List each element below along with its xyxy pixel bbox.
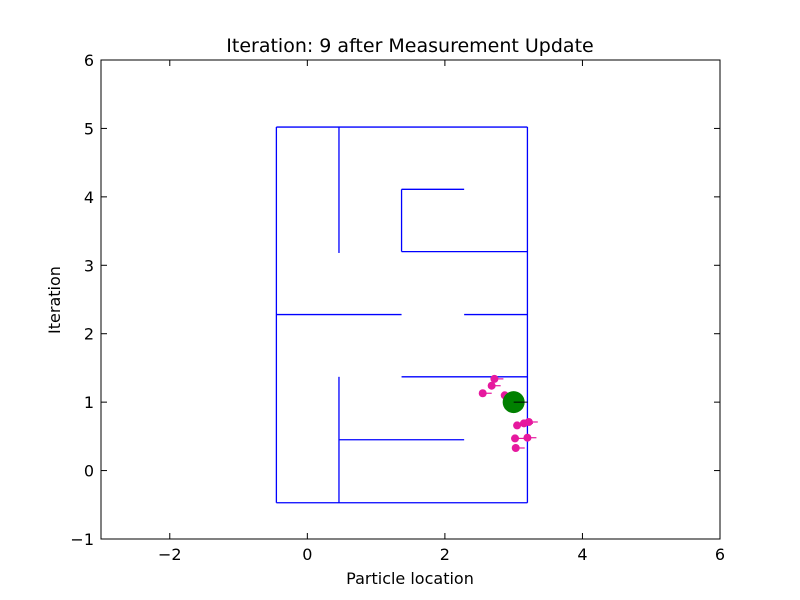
x-tick-label: 2 <box>440 545 450 564</box>
maze-walls <box>275 126 529 504</box>
y-tick-label: −1 <box>70 530 94 549</box>
particle-point <box>487 381 496 390</box>
y-tick-label: 2 <box>84 325 94 344</box>
chart-title: Iteration: 9 after Measurement Update <box>226 35 593 57</box>
x-tick-label: −2 <box>158 545 182 564</box>
particle-point <box>511 443 520 452</box>
particles <box>478 374 538 452</box>
y-tick-label: 4 <box>84 188 94 207</box>
particle-point <box>490 374 499 383</box>
y-tick-label: 3 <box>84 256 94 275</box>
y-tick-label: 0 <box>84 462 94 481</box>
x-tick-label: 4 <box>577 545 587 564</box>
y-tick-label: 1 <box>84 393 94 412</box>
particle-point <box>523 433 532 442</box>
axes-frame <box>100 59 721 540</box>
particle-point <box>513 421 522 430</box>
particle-point <box>519 419 528 428</box>
x-tick-label: 6 <box>715 545 725 564</box>
x-tick-label: 0 <box>302 545 312 564</box>
y-axis-label: Iteration <box>45 266 64 334</box>
particle-point <box>478 389 487 398</box>
y-tick-label: 6 <box>84 51 94 70</box>
robot <box>502 391 528 414</box>
particle-point <box>511 434 520 443</box>
y-tick-label: 5 <box>84 119 94 138</box>
x-axis-label: Particle location <box>346 569 474 588</box>
axis-ticks: −2 0 2 4 6 −1 0 1 2 3 4 5 6 <box>70 51 725 564</box>
